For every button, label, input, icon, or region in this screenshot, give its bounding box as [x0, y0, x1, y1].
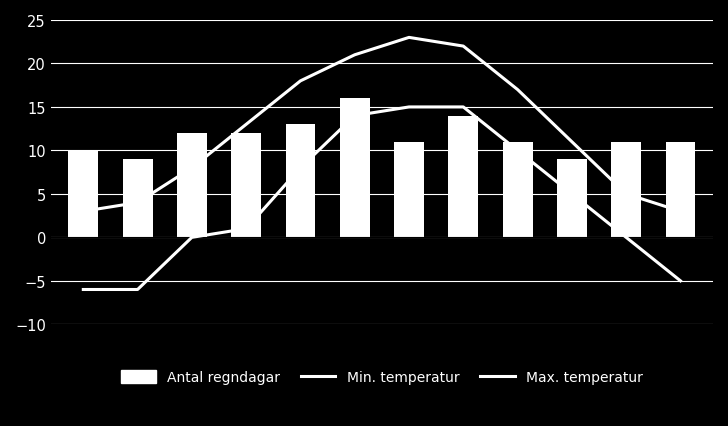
- Bar: [557, 160, 587, 238]
- Bar: [122, 160, 153, 238]
- Bar: [232, 134, 261, 238]
- Bar: [68, 151, 98, 238]
- Bar: [340, 99, 370, 238]
- Bar: [177, 134, 207, 238]
- Bar: [285, 125, 315, 238]
- Bar: [612, 142, 641, 238]
- Bar: [394, 142, 424, 238]
- Legend: Antal regndagar, Min. temperatur, Max. temperatur: Antal regndagar, Min. temperatur, Max. t…: [121, 370, 643, 384]
- Bar: [502, 142, 532, 238]
- Bar: [665, 142, 695, 238]
- Bar: [448, 116, 478, 238]
